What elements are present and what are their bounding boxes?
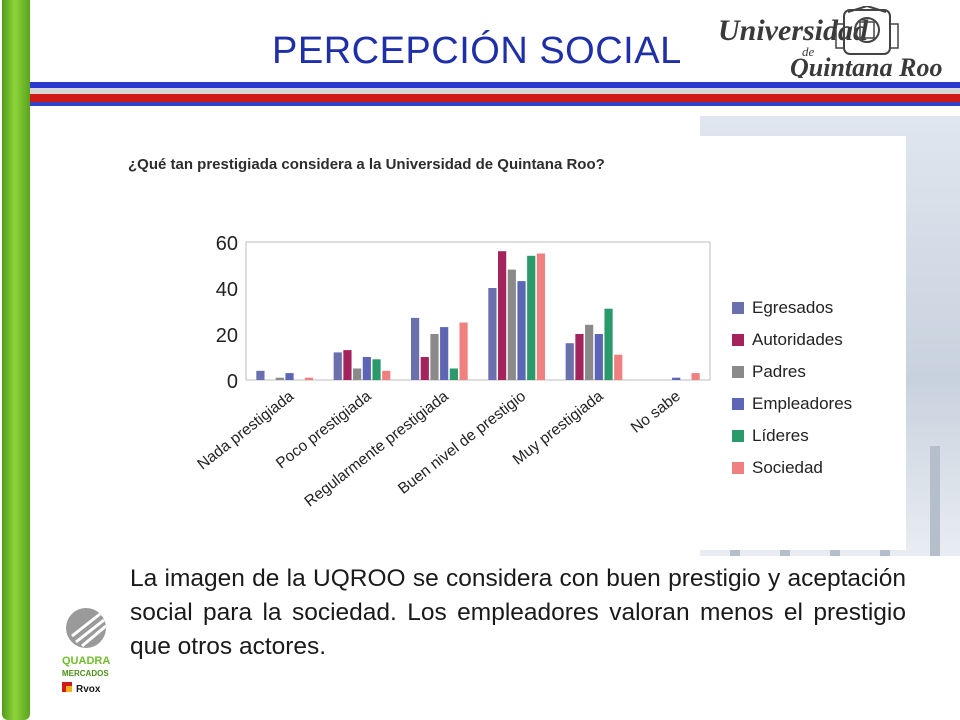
legend-item: Egresados — [732, 296, 833, 320]
plot-area — [245, 241, 711, 381]
bar-egresados-2 — [410, 317, 420, 380]
x-tick-label: Buen nivel de prestigio — [395, 388, 529, 498]
bar-líderes-2 — [449, 368, 458, 380]
bar-egresados-4 — [565, 343, 574, 380]
chart-bars — [256, 251, 700, 380]
bar-empleadores-0 — [285, 373, 294, 380]
header-stripe-blue — [30, 82, 960, 88]
legend-label: Empleadores — [752, 394, 853, 413]
bar-sociedad-1 — [382, 370, 391, 380]
bar-autoridades-3 — [498, 251, 507, 380]
legend-swatch — [732, 430, 744, 442]
legend-item: Padres — [732, 360, 806, 384]
legend-label: Autoridades — [752, 330, 843, 349]
legend-label: Egresados — [752, 298, 834, 317]
bar-sociedad-5 — [691, 373, 700, 380]
chart-question-title: ¿Qué tan prestigiada considera a la Univ… — [128, 156, 605, 173]
legend-swatch — [732, 302, 744, 314]
y-tick-label: 60 — [216, 233, 238, 255]
left-green-bar — [2, 0, 30, 720]
header-stripe-gray — [30, 88, 960, 94]
legend-swatch — [732, 462, 744, 474]
legend-label: Líderes — [752, 426, 809, 445]
logo-text-line1: Universidad — [718, 14, 869, 47]
quadra-globe-icon — [66, 608, 107, 648]
bar-sociedad-2 — [459, 322, 468, 380]
quadra-logo-line3: Rvox — [76, 684, 101, 695]
legend-item: Autoridades — [732, 328, 843, 352]
bar-autoridades-1 — [343, 350, 352, 380]
chart-y-tick-labels: 0 20 40 60 — [216, 233, 238, 393]
legend-swatch — [732, 366, 744, 378]
bar-sociedad-4 — [614, 354, 623, 380]
bar-empleadores-1 — [362, 357, 371, 380]
bar-egresados-1 — [333, 352, 342, 380]
logo-text-line2: de — [802, 44, 815, 59]
bar-padres-0 — [275, 377, 284, 380]
university-crest-icon — [835, 6, 899, 55]
bar-empleadores-2 — [440, 327, 449, 380]
chart-axes — [245, 241, 711, 381]
bar-autoridades-2 — [420, 357, 429, 380]
bar-empleadores-3 — [517, 281, 526, 380]
y-tick-label: 0 — [227, 371, 238, 393]
summary-paragraph: La imagen de la UQROO se considera con b… — [130, 565, 906, 660]
bar-líderes-3 — [527, 255, 536, 380]
header-stripe-blue-bottom — [30, 102, 960, 106]
bar-padres-1 — [353, 368, 362, 380]
legend-item: Líderes — [732, 424, 809, 448]
y-tick-label: 20 — [216, 325, 238, 347]
bar-padres-3 — [507, 269, 516, 380]
university-logo: Universidad de Quintana Roo — [718, 6, 942, 78]
legend-swatch — [732, 334, 744, 346]
legend-item: Sociedad — [732, 456, 823, 480]
logo-text-line3: Quintana Roo — [790, 53, 942, 78]
x-tick-label: No sabe — [628, 388, 684, 437]
bar-sociedad-3 — [536, 253, 546, 380]
quadra-logo-line1: QUADRA — [62, 655, 110, 667]
x-tick-label: Regularmente prestigiada — [301, 388, 452, 511]
bar-padres-4 — [585, 324, 594, 380]
quadra-logo-line2: MERCADOS — [62, 669, 109, 678]
bar-padres-2 — [430, 334, 439, 380]
bar-empleadores-5 — [672, 377, 681, 380]
legend-swatch — [732, 398, 744, 410]
bar-egresados-3 — [488, 288, 497, 380]
bar-egresados-0 — [256, 370, 265, 380]
legend-label: Padres — [752, 362, 806, 381]
bar-autoridades-4 — [575, 334, 584, 380]
bar-líderes-4 — [604, 308, 613, 380]
chart-legend: Egresados Autoridades Padres Empleadores Líd… — [732, 296, 902, 486]
bar-empleadores-4 — [594, 334, 603, 380]
page-title: PERCEPCIÓN SOCIAL — [272, 30, 682, 72]
legend-item: Empleadores — [732, 392, 852, 416]
header-stripe-red — [30, 94, 960, 102]
quadra-mercados-logo: QUADRA MERCADOS Rvox — [62, 608, 110, 695]
bar-sociedad-0 — [304, 377, 314, 380]
y-tick-label: 40 — [216, 279, 238, 301]
legend-label: Sociedad — [752, 458, 823, 477]
bar-líderes-1 — [372, 359, 381, 380]
